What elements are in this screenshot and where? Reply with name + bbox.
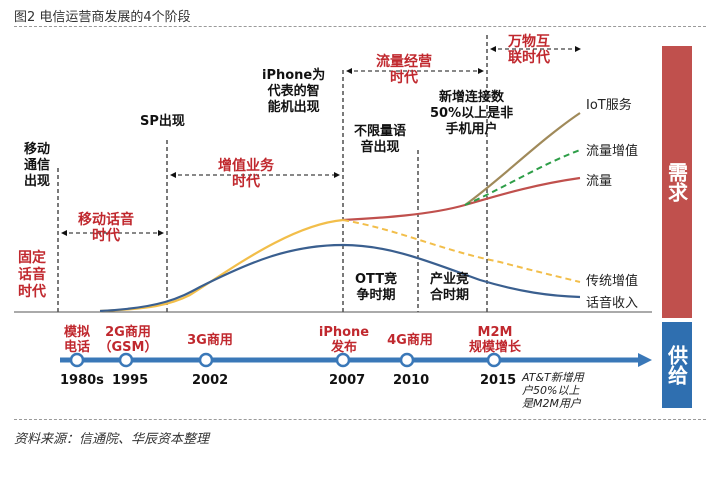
timeline-year-2010: 2010 [393,373,430,388]
timeline-event-1980s-line-1: 模拟 [63,325,90,340]
series-label-iot: IoT服务 [586,98,632,113]
timeline-event-1980s: 模拟 电话 [60,325,94,355]
milestone-new-connections: 新增连接数 50%以上是非 手机用户 [430,90,513,138]
timeline-year-2002: 2002 [192,373,229,388]
milestone-new-conn-line-2: 50%以上是非 [430,106,514,121]
timeline-event-2002-line-1: 3G商用 [187,333,233,348]
period-ott: OTT竞 争时期 [355,272,397,304]
milestone-sp: SP出现 [140,114,185,130]
period-industry-line-1: 产业竞 [430,272,470,287]
timeline-node-2007 [335,352,351,368]
timeline-event-2002: 3G商用 [180,333,240,348]
stage-dividers [57,35,488,312]
timeline-event-2007-line-1: iPhone [318,325,370,340]
timeline-node-2002 [198,352,214,368]
timeline-note-line-1: AT&T新增用 [522,371,584,384]
timeline-note: AT&T新增用 户50%以上 是M2M用户 [522,371,584,410]
series-label-traditional: 传统增值 [586,274,639,289]
period-industry: 产业竞 合时期 [430,272,469,304]
stage-traffic-line-1: 流量经营 [376,54,432,70]
series-label-traffic-growth: 流量增值 [586,144,639,159]
timeline-node-2015 [486,352,502,368]
stage-mobile-voice-line-1: 移动话音 [78,212,134,228]
timeline-event-2015-line-1: M2M [477,325,513,340]
traffic-growth-curve [464,149,581,206]
supply-box: 供给 [662,322,692,408]
timeline-node-1995 [118,352,134,368]
timeline-event-2007-line-2: 发布 [330,340,357,355]
stage-value-added-line-1: 增值业务 [218,158,274,174]
stage-value-added-line-2: 时代 [232,174,260,190]
milestone-sp-line-1: SP出现 [140,114,185,129]
timeline-node-1980s [69,352,85,368]
timeline-event-1980s-line-2: 电话 [63,340,90,355]
source-note: 资料来源：信通院、华辰资本整理 [14,432,210,447]
period-industry-line-2: 合时期 [430,288,470,303]
stage-fixed-line-2: 话音 [18,267,46,283]
bottom-divider [14,419,706,420]
timeline-event-1995: 2G商用 （GSM） [98,325,158,355]
voice-revenue-curve [99,243,581,313]
milestone-iphone-line-3: 能机出现 [267,100,320,115]
stage-iot-line-1: 万物互 [508,34,550,50]
figure-title: 图2 电信运营商发展的4个阶段 [14,10,191,25]
timeline-year-2007: 2007 [329,373,366,388]
timeline-event-2015-line-2: 规模增长 [468,340,521,355]
milestone-iphone-line-1: iPhone为 [262,68,326,83]
early-traffic-curve [99,218,344,313]
milestone-mobile-comm-line-1: 移动 [24,142,51,157]
top-divider [14,26,706,27]
demand-label: 需求 [664,162,689,202]
stage-mobile-voice: 移动话音 时代 [78,212,134,244]
timeline-nodes [69,352,502,368]
supply-label: 供给 [664,345,689,385]
stage-value-added: 增值业务 时代 [218,158,274,190]
milestone-unlimited-line-2: 音出现 [360,140,400,155]
milestone-iphone-line-2: 代表的智 [267,84,320,99]
timeline-node-2010 [399,352,415,368]
timeline-event-2010-line-1: 4G商用 [387,333,433,348]
series-label-voice: 话音收入 [586,296,639,311]
timeline-note-line-2: 户50%以上 [522,384,580,397]
milestone-iphone-smart: iPhone为 代表的智 能机出现 [262,68,325,116]
stage-iot-line-2: 联时代 [508,50,550,66]
timeline-event-2007: iPhone 发布 [316,325,372,355]
stage-fixed-line-3: 时代 [18,284,46,300]
demand-box: 需求 [662,46,692,318]
milestone-new-conn-line-1: 新增连接数 [439,90,505,105]
iot-service-curve [464,112,581,206]
series-label-traffic: 流量 [586,174,613,189]
timeline-year-1995: 1995 [112,373,149,388]
timeline-arrowhead [638,353,652,367]
stage-iot: 万物互 联时代 [508,34,550,66]
timeline-year-2015: 2015 [480,373,517,388]
timeline-event-1995-line-2: （GSM） [98,340,158,355]
milestone-unlimited-line-1: 不限量语 [354,124,407,139]
milestone-mobile-comm: 移动 通信 出现 [24,142,50,190]
timeline-note-line-3: 是M2M用户 [522,397,581,410]
period-ott-line-2: 争时期 [356,288,396,303]
stage-fixed-voice: 固定 话音 时代 [18,250,46,301]
milestone-mobile-comm-line-2: 通信 [24,158,51,173]
stage-mobile-voice-line-2: 时代 [92,228,120,244]
milestone-new-conn-line-3: 手机用户 [445,122,498,137]
timeline-event-1995-line-1: 2G商用 [105,325,151,340]
stage-fixed-line-1: 固定 [18,250,46,266]
milestone-mobile-comm-line-3: 出现 [24,174,51,189]
traffic-curve [342,176,581,222]
timeline-event-2015: M2M 规模增长 [462,325,528,355]
traditional-value-curve [342,219,581,283]
period-ott-line-1: OTT竞 [355,272,398,287]
timeline-event-2010: 4G商用 [380,333,440,348]
stage-traffic-line-2: 时代 [390,70,418,86]
timeline-year-1980s: 1980s [60,373,104,388]
stage-traffic: 流量经营 时代 [376,54,432,86]
milestone-unlimited: 不限量语 音出现 [354,124,406,156]
